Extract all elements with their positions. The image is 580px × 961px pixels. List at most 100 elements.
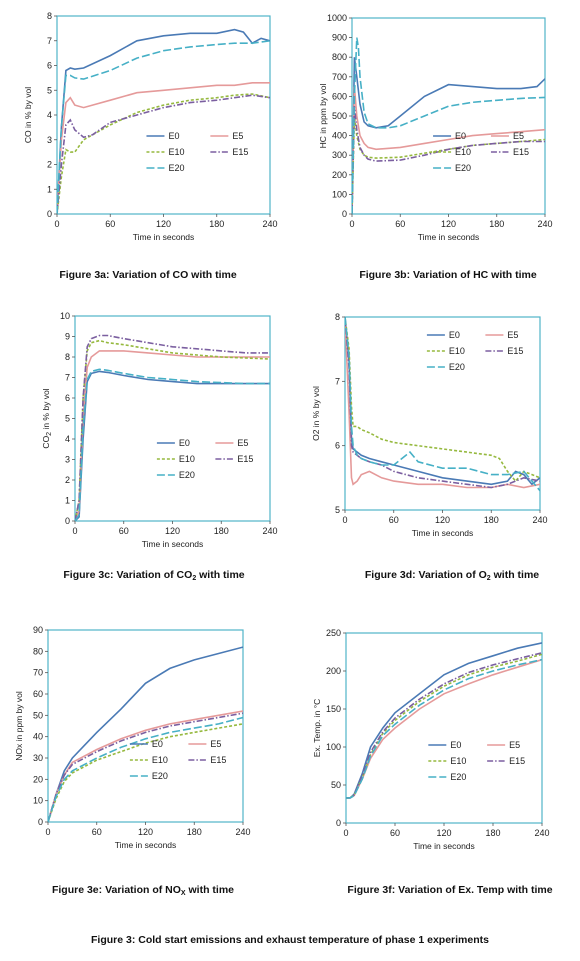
legend-label-e5: E5 — [507, 330, 518, 340]
y-tick-label: 10 — [33, 796, 43, 806]
y-axis-label: O2 in % by vol — [311, 386, 321, 441]
series-line-e10 — [48, 723, 243, 822]
legend-label-e0: E0 — [152, 739, 163, 749]
y-tick-label: 500 — [332, 111, 347, 121]
legend-label-e20: E20 — [152, 771, 168, 781]
chart-caption: Figure 3e: Variation of NOX with time — [52, 884, 234, 897]
y-tick-label: 7 — [65, 373, 70, 383]
y-tick-label: 90 — [33, 625, 43, 635]
legend-label-e15: E15 — [237, 454, 253, 464]
y-tick-label: 0 — [38, 817, 43, 827]
y-tick-label: 150 — [326, 704, 341, 714]
chart-caption: Figure 3a: Variation of CO with time — [59, 269, 237, 281]
y-tick-label: 600 — [332, 91, 347, 101]
x-axis-label: Time in seconds — [412, 528, 474, 538]
y-tick-label: 2 — [65, 475, 70, 485]
legend-label-e10: E10 — [450, 756, 466, 766]
x-tick-label: 60 — [390, 828, 400, 838]
y-tick-label: 10 — [60, 311, 70, 321]
chart-hc: 0 100 200 300 400 500 600 700 800 900 1000 0 60 120 18… — [318, 13, 553, 281]
y-tick-label: 3 — [47, 135, 52, 145]
y-axis-label: CO in % by vol — [23, 87, 33, 143]
y-tick-label: 300 — [332, 150, 347, 160]
chart-co: 0 1 2 3 4 5 6 7 8 0 60 120 180 240 Time in seconds CO i… — [23, 11, 278, 281]
x-tick-label: 240 — [534, 828, 549, 838]
plot-frame — [345, 632, 543, 824]
x-tick-label: 180 — [209, 219, 224, 229]
y-tick-label: 0 — [336, 818, 341, 828]
series-line-e20 — [57, 40, 270, 214]
y-tick-label: 6 — [335, 441, 340, 451]
x-tick-label: 0 — [45, 827, 50, 837]
y-tick-label: 2 — [47, 160, 52, 170]
x-tick-label: 60 — [389, 515, 399, 525]
legend-label-e10: E10 — [449, 346, 465, 356]
plot-frame — [351, 17, 546, 215]
chart-caption: Figure 3d: Variation of O2 with time — [365, 569, 539, 582]
y-tick-label: 5 — [65, 414, 70, 424]
legend-label-e15: E15 — [210, 755, 226, 765]
y-tick-label: 40 — [33, 732, 43, 742]
x-tick-label: 60 — [119, 526, 129, 536]
y-tick-label: 700 — [332, 72, 347, 82]
legend-label-e0: E0 — [179, 438, 190, 448]
legend-label-e5: E5 — [237, 438, 248, 448]
y-tick-label: 400 — [332, 131, 347, 141]
series-line-e20 — [75, 368, 270, 521]
y-tick-label: 50 — [33, 710, 43, 720]
x-tick-label: 120 — [436, 828, 451, 838]
legend-label-e15: E15 — [232, 147, 248, 157]
y-tick-label: 7 — [335, 376, 340, 386]
series-line-e0 — [48, 646, 243, 822]
x-tick-label: 60 — [105, 219, 115, 229]
x-tick-label: 180 — [214, 526, 229, 536]
y-tick-label: 100 — [326, 742, 341, 752]
x-tick-label: 60 — [92, 827, 102, 837]
y-tick-label: 100 — [332, 189, 347, 199]
series-line-e20 — [346, 658, 542, 799]
legend-label-e10: E10 — [168, 147, 184, 157]
x-tick-label: 240 — [262, 526, 277, 536]
legend-label-e5: E5 — [210, 739, 221, 749]
legend-label-e10: E10 — [152, 755, 168, 765]
y-tick-label: 6 — [47, 61, 52, 71]
legend-label-e0: E0 — [168, 131, 179, 141]
x-tick-label: 180 — [485, 828, 500, 838]
y-tick-label: 3 — [65, 455, 70, 465]
y-tick-label: 1000 — [327, 13, 347, 23]
x-tick-label: 0 — [72, 526, 77, 536]
y-tick-label: 60 — [33, 689, 43, 699]
x-tick-label: 120 — [156, 219, 171, 229]
x-axis-label: Time in seconds — [142, 539, 204, 549]
legend-label-e5: E5 — [509, 740, 520, 750]
y-axis-label: NOx in ppm by vol — [14, 691, 24, 761]
plot-frame — [47, 629, 244, 823]
series-line-e15 — [75, 334, 270, 521]
series-line-e10 — [346, 653, 542, 799]
y-tick-label: 1 — [65, 496, 70, 506]
legend-label-e15: E15 — [513, 147, 529, 157]
y-axis-label: Ex. Temp. in °C — [312, 699, 322, 758]
legend-label-e20: E20 — [449, 362, 465, 372]
chart-o2: 5 6 7 8 0 60 120 180 240 Time in seconds O2 in % b… — [311, 312, 548, 582]
series-line-e15 — [345, 317, 540, 489]
y-tick-label: 0 — [47, 209, 52, 219]
x-tick-label: 120 — [138, 827, 153, 837]
x-tick-label: 240 — [537, 219, 552, 229]
series-line-e5 — [352, 86, 545, 214]
x-tick-label: 0 — [349, 219, 354, 229]
x-tick-label: 120 — [441, 219, 456, 229]
legend-label-e5: E5 — [232, 131, 243, 141]
series-line-e15 — [57, 94, 270, 214]
y-tick-label: 200 — [326, 666, 341, 676]
y-tick-label: 70 — [33, 668, 43, 678]
series-line-e15 — [48, 712, 243, 822]
y-tick-label: 4 — [47, 110, 52, 120]
series-line-e20 — [352, 37, 545, 214]
legend-label-e10: E10 — [455, 147, 471, 157]
y-tick-label: 30 — [33, 753, 43, 763]
y-tick-label: 4 — [65, 434, 70, 444]
y-axis-label: HC in ppm by vol — [318, 84, 328, 149]
series-line-e15 — [352, 106, 545, 214]
